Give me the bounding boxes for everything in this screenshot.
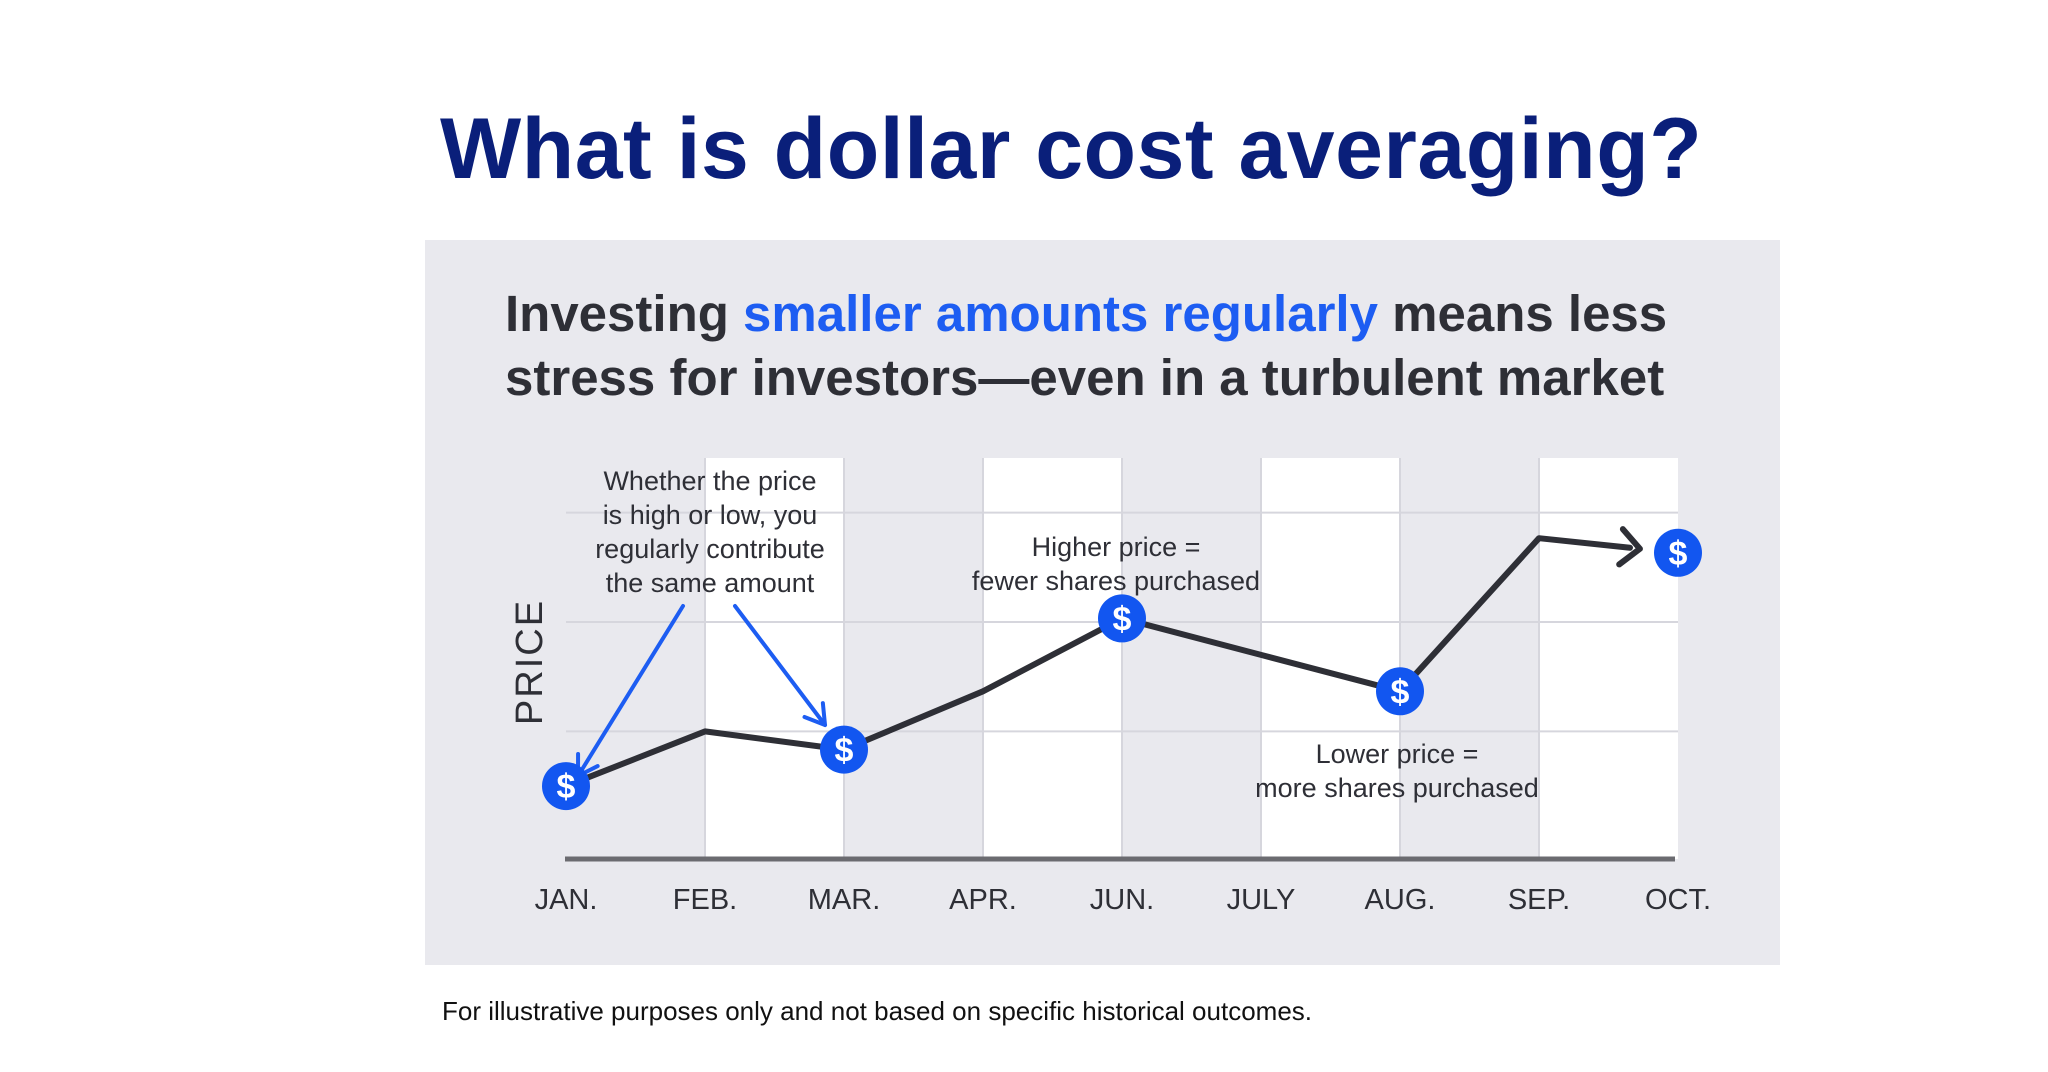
x-tick-label: APR. — [949, 884, 1017, 916]
footnote: For illustrative purposes only and not b… — [442, 996, 1312, 1026]
column-band — [1539, 458, 1678, 859]
x-tick-label: MAR. — [808, 884, 881, 916]
column-band — [983, 458, 1122, 859]
arrow-to-jan — [576, 604, 685, 778]
subtitle-highlight: smaller amounts regularly — [743, 285, 1378, 342]
dollar-icon: $ — [1098, 594, 1146, 643]
dollar-symbol: $ — [1669, 535, 1688, 573]
x-tick-label: FEB. — [673, 884, 737, 916]
subtitle-line-2: stress for investors—even in a turbulent… — [505, 349, 1665, 406]
annotation-line: fewer shares purchased — [972, 566, 1260, 596]
annotation-line: Lower price = — [1316, 739, 1479, 769]
annotation-lower-price: Lower price = more shares purchased — [1255, 739, 1539, 803]
x-tick-label: JULY — [1227, 884, 1296, 916]
annotation-higher-price: Higher price = fewer shares purchased — [972, 532, 1260, 596]
dollar-marker — [1376, 667, 1424, 716]
x-tick-labels: JAN. FEB. MAR. APR. JUN. JULY AUG. SEP. OCT. — [535, 884, 1711, 916]
x-tick-label: JUN. — [1090, 884, 1154, 916]
annotation-line: more shares purchased — [1255, 773, 1539, 803]
dollar-marker — [1654, 528, 1702, 577]
chart-subtitle: Investing smaller amounts regularly mean… — [505, 282, 1667, 410]
dollar-symbol: $ — [557, 768, 576, 806]
x-tick-label: SEP. — [1508, 884, 1570, 916]
title-text: What is dollar cost averaging? — [440, 101, 1703, 197]
annotation-line: regularly contribute — [595, 534, 825, 564]
annotation-line: Whether the price — [603, 466, 816, 496]
dollar-icon: $ — [820, 725, 868, 774]
arrow-to-mar — [733, 604, 827, 727]
dollar-marker — [820, 725, 868, 774]
arrow-to-mar-head — [802, 701, 827, 727]
dollar-markers: $ $ $ $ $ — [542, 528, 1702, 811]
dollar-icon: $ — [542, 762, 590, 811]
dollar-symbol: $ — [1391, 673, 1410, 711]
dollar-icon: $ — [1376, 667, 1424, 716]
annotation-same-amount: Whether the price is high or low, you regu… — [595, 466, 825, 598]
dollar-symbol: $ — [835, 732, 854, 770]
subtitle-part-2: means less — [1377, 285, 1668, 342]
dollar-marker — [542, 762, 590, 811]
annotation-line: is high or low, you — [603, 500, 818, 530]
line-arrowhead — [1616, 526, 1643, 568]
dollar-icon: $ — [1654, 528, 1702, 577]
x-tick-label: AUG. — [1365, 884, 1436, 916]
annotation-line: Higher price = — [1032, 532, 1201, 562]
subtitle-part-1: Investing — [505, 285, 744, 342]
dollar-symbol: $ — [1113, 600, 1132, 638]
y-axis-label: PRICE — [509, 599, 551, 725]
annotation-line: the same amount — [606, 568, 815, 598]
annotations: Whether the price is high or low, you regu… — [576, 466, 1539, 803]
x-tick-label: JAN. — [535, 884, 598, 916]
dollar-marker — [1098, 594, 1146, 643]
x-tick-label: OCT. — [1645, 884, 1711, 916]
